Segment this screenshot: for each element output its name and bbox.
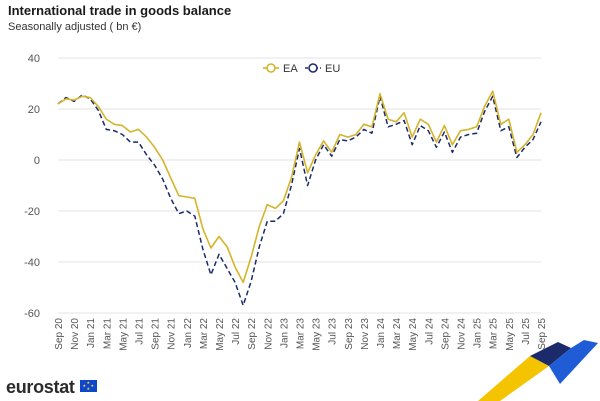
x-tick-label: May 24 — [408, 318, 419, 351]
legend-marker-icon — [266, 63, 276, 73]
decoration-yellow-stripe — [478, 356, 549, 401]
x-tick-label: Mar 21 — [102, 318, 113, 350]
gridlines — [58, 57, 541, 314]
decoration-dark-stripe — [530, 342, 571, 366]
x-tick-label: May 25 — [505, 318, 516, 351]
legend[interactable]: EA EU — [263, 63, 340, 75]
eurostat-logo-text: eurostat — [6, 377, 75, 397]
x-tick-label: Jan 21 — [86, 318, 97, 348]
legend-marker-icon — [308, 63, 318, 73]
y-axis-ticks: 40 20 0 -20 -40 -60 — [24, 53, 40, 320]
x-tick-label: Nov 24 — [457, 318, 468, 350]
series-line-eu — [57, 94, 542, 307]
y-tick-label: 20 — [28, 104, 40, 116]
x-tick-label: Sep 23 — [344, 318, 355, 350]
legend-item-ea[interactable]: EA — [263, 63, 298, 75]
x-tick-label: May 21 — [118, 318, 129, 351]
x-tick-label: May 22 — [215, 318, 226, 351]
x-tick-label: Mar 25 — [489, 318, 500, 350]
x-tick-label: Nov 20 — [70, 318, 81, 350]
legend-label: EA — [283, 63, 298, 75]
y-tick-label: 40 — [28, 53, 40, 65]
decoration-blue-stripe — [549, 340, 598, 384]
x-tick-label: Jul 23 — [328, 318, 339, 345]
x-tick-label: Jul 21 — [135, 318, 146, 345]
legend-item-eu[interactable]: EU — [305, 63, 340, 75]
x-tick-label: Mar 24 — [392, 318, 403, 350]
x-tick-label: Sep 21 — [151, 318, 162, 350]
x-tick-label: Jan 22 — [183, 318, 194, 348]
x-tick-label: Jul 25 — [521, 318, 532, 345]
x-tick-label: May 23 — [312, 318, 323, 351]
series-line-ea — [57, 90, 542, 284]
x-tick-label: Jan 24 — [376, 318, 387, 348]
x-tick-label: Jul 22 — [231, 318, 242, 345]
y-tick-label: -60 — [24, 308, 40, 320]
x-tick-label: Sep 22 — [247, 318, 258, 350]
y-tick-label: 0 — [34, 155, 40, 167]
x-tick-label: Nov 21 — [167, 318, 178, 350]
chart-title: International trade in goods balance — [8, 3, 232, 18]
y-tick-label: -40 — [24, 257, 40, 269]
x-tick-label: Nov 23 — [360, 318, 371, 350]
eurostat-decoration — [478, 340, 598, 401]
x-tick-label: Nov 22 — [263, 318, 274, 350]
y-tick-label: -20 — [24, 206, 40, 218]
eu-flag-icon: ★ ★ ★ ★ — [80, 380, 97, 392]
x-tick-label: Jan 25 — [473, 318, 484, 348]
x-tick-label: Mar 23 — [296, 318, 307, 350]
legend-label: EU — [325, 63, 340, 75]
x-axis-ticks: Sep 20 Nov 20 Jan 21 Mar 21 May 21 Jul 21 Sep … — [54, 318, 548, 351]
x-tick-label: Jul 24 — [424, 318, 435, 345]
x-tick-label: Sep 25 — [537, 318, 548, 350]
x-tick-label: Sep 20 — [54, 318, 65, 350]
x-tick-label: Sep 24 — [440, 318, 451, 350]
x-tick-label: Mar 22 — [199, 318, 210, 350]
chart-subtitle: Seasonally adjusted ( bn €) — [8, 21, 142, 33]
x-tick-label: Jan 23 — [279, 318, 290, 348]
series-lines — [57, 90, 542, 307]
